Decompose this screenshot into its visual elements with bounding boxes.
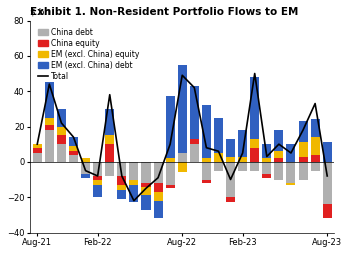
Bar	[202, 105, 211, 158]
Bar	[93, 180, 102, 185]
Bar	[93, 162, 102, 176]
Bar	[299, 121, 308, 142]
Bar	[117, 190, 126, 199]
Bar	[141, 162, 150, 183]
Bar	[178, 162, 187, 172]
Bar	[299, 142, 308, 156]
Bar	[130, 162, 139, 180]
Bar	[33, 144, 42, 148]
Bar	[190, 139, 199, 144]
Bar	[202, 162, 211, 180]
Bar	[286, 183, 295, 185]
Bar	[69, 146, 78, 151]
Bar	[81, 158, 90, 162]
Bar	[250, 148, 259, 162]
Bar	[166, 162, 175, 185]
Bar	[226, 156, 235, 162]
Bar	[299, 156, 308, 162]
Bar	[238, 156, 247, 162]
Bar	[105, 109, 114, 135]
Bar	[274, 162, 284, 180]
Bar	[33, 148, 42, 153]
Bar	[154, 162, 163, 183]
Bar	[45, 82, 54, 118]
Bar	[105, 144, 114, 162]
Bar	[262, 174, 271, 178]
Bar	[310, 155, 320, 162]
Bar	[274, 158, 284, 162]
Bar	[286, 162, 295, 183]
Text: Exhibit 1. Non-Resident Portfolio Flows to EM: Exhibit 1. Non-Resident Portfolio Flows …	[30, 7, 298, 17]
Bar	[166, 185, 175, 188]
Bar	[310, 137, 320, 155]
Bar	[250, 162, 259, 171]
Bar	[190, 86, 199, 139]
Text: $ bn: $ bn	[30, 7, 50, 16]
Bar	[154, 192, 163, 201]
Legend: China debt, China equity, EM (excl. China) equity, EM (excl. China) debt, Total: China debt, China equity, EM (excl. Chin…	[37, 26, 140, 82]
Bar	[250, 139, 259, 148]
Bar	[250, 77, 259, 139]
Bar	[57, 144, 66, 162]
Bar	[274, 130, 284, 151]
Bar	[130, 180, 139, 185]
Bar	[117, 176, 126, 185]
Bar	[286, 144, 295, 162]
Bar	[166, 158, 175, 162]
Bar	[323, 162, 332, 204]
Bar	[33, 153, 42, 162]
Bar	[166, 97, 175, 158]
Bar	[141, 187, 150, 195]
Bar	[262, 162, 271, 174]
Bar	[262, 144, 271, 158]
Bar	[262, 158, 271, 162]
Bar	[154, 201, 163, 218]
Bar	[214, 153, 223, 162]
Bar	[202, 158, 211, 162]
Bar	[69, 155, 78, 162]
Bar	[323, 142, 332, 162]
Bar	[93, 176, 102, 180]
Bar	[310, 119, 320, 137]
Bar	[57, 135, 66, 144]
Bar	[117, 185, 126, 190]
Bar	[105, 135, 114, 144]
Bar	[81, 174, 90, 178]
Bar	[299, 162, 308, 180]
Bar	[238, 130, 247, 156]
Bar	[214, 162, 223, 171]
Bar	[310, 162, 320, 171]
Bar	[81, 162, 90, 174]
Bar	[141, 195, 150, 210]
Bar	[226, 139, 235, 156]
Bar	[238, 162, 247, 171]
Bar	[226, 162, 235, 197]
Bar	[57, 109, 66, 126]
Bar	[69, 137, 78, 146]
Bar	[226, 197, 235, 202]
Bar	[190, 144, 199, 162]
Bar	[141, 183, 150, 187]
Bar	[154, 183, 163, 192]
Bar	[323, 204, 332, 218]
Bar	[57, 126, 66, 135]
Bar	[274, 151, 284, 158]
Bar	[202, 180, 211, 183]
Bar	[45, 130, 54, 162]
Bar	[117, 162, 126, 176]
Bar	[93, 185, 102, 197]
Bar	[69, 151, 78, 155]
Bar	[178, 65, 187, 153]
Bar	[130, 185, 139, 202]
Bar	[105, 162, 114, 176]
Bar	[178, 153, 187, 162]
Bar	[214, 118, 223, 153]
Bar	[45, 118, 54, 125]
Bar	[45, 125, 54, 130]
